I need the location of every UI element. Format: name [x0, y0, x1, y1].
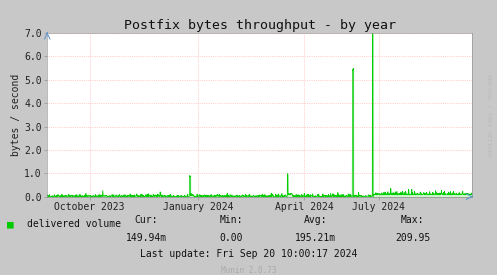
Text: RRDTOOL / TOBI OETIKER: RRDTOOL / TOBI OETIKER — [486, 74, 491, 157]
Text: Last update: Fri Sep 20 10:00:17 2024: Last update: Fri Sep 20 10:00:17 2024 — [140, 249, 357, 259]
Text: Munin 2.0.73: Munin 2.0.73 — [221, 266, 276, 274]
Text: Cur:: Cur: — [135, 215, 159, 225]
Text: 195.21m: 195.21m — [295, 233, 336, 243]
Text: 149.94m: 149.94m — [126, 233, 167, 243]
Text: Avg:: Avg: — [304, 215, 328, 225]
Text: delivered volume: delivered volume — [27, 219, 121, 229]
Text: 0.00: 0.00 — [219, 233, 243, 243]
Title: Postfix bytes throughput - by year: Postfix bytes throughput - by year — [124, 19, 396, 32]
Text: Max:: Max: — [401, 215, 424, 225]
Text: ■: ■ — [7, 219, 14, 229]
Text: Min:: Min: — [219, 215, 243, 225]
Text: 209.95: 209.95 — [395, 233, 430, 243]
Y-axis label: bytes / second: bytes / second — [11, 74, 21, 156]
